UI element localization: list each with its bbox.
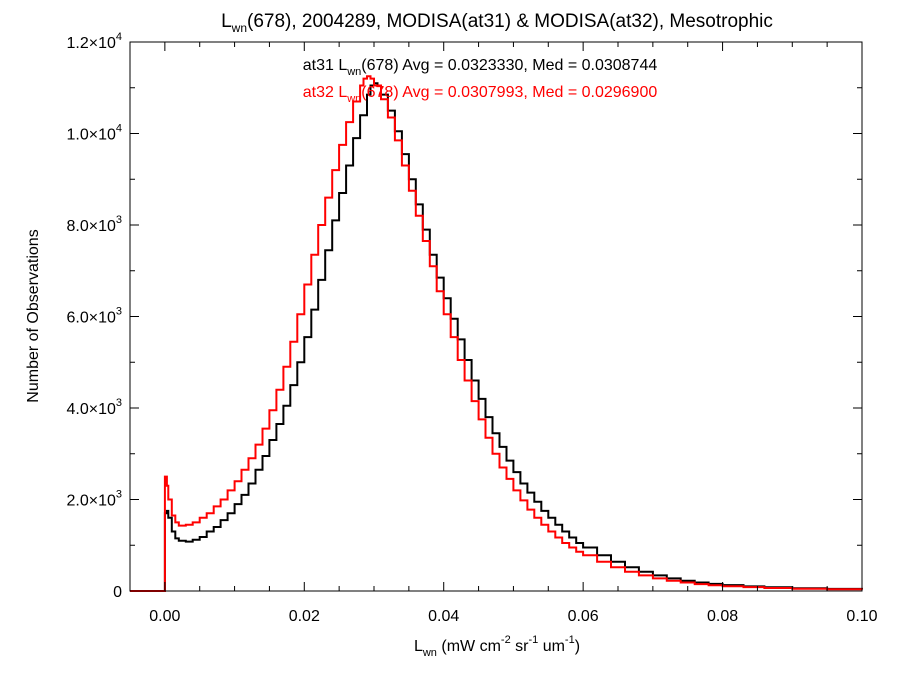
y-tick-exponent: 3 — [116, 489, 122, 501]
x-tick-label: 0.06 — [568, 608, 599, 625]
y-axis-label: Number of Observations — [25, 229, 42, 402]
y-tick-label: 0 — [113, 584, 122, 601]
y-tick-label: 1.0×104 — [66, 123, 122, 144]
chart-title: Lwn(678), 2004289, MODISA(at31) & MODISA… — [221, 11, 773, 35]
series-layer — [130, 75, 863, 592]
y-tick-mantissa: 1.2×10 — [66, 35, 115, 52]
y-tick-exponent: 3 — [116, 306, 122, 318]
y-tick-label: 2.0×103 — [66, 489, 122, 510]
chart-title-main: L — [221, 11, 232, 32]
y-tick-exponent: 3 — [116, 214, 122, 226]
y-tick-mantissa: 6.0×10 — [66, 310, 115, 327]
y-tick-mantissa: 8.0×10 — [66, 218, 115, 235]
legend-entry-at32: at32 Lwn(678) Avg = 0.0307993, Med = 0.0… — [303, 84, 658, 105]
legend-entry-at31: at31 Lwn(678) Avg = 0.0323330, Med = 0.0… — [303, 57, 658, 78]
x-axis-label: Lwn (mW cm-2 sr-1 um-1) — [414, 634, 580, 659]
y-tick-mantissa: 4.0×10 — [66, 401, 115, 418]
series-line-at31 — [130, 82, 863, 592]
legend-annotations: at31 Lwn(678) Avg = 0.0323330, Med = 0.0… — [303, 57, 658, 105]
x-axis: 0.00 0.02 0.04 0.06 0.08 0.10 — [149, 42, 878, 625]
y-tick-exponent: 3 — [116, 397, 122, 409]
plot-border — [129, 41, 863, 592]
x-tick-label: 0.02 — [289, 608, 320, 625]
series-line-at32 — [130, 75, 863, 592]
y-tick-label: 8.0×103 — [66, 214, 122, 235]
y-tick-label: 4.0×103 — [66, 397, 122, 418]
y-tick-label: 1.2×104 — [66, 31, 122, 52]
y-axis: 02.0×1034.0×1036.0×1038.0×1031.0×1041.2×… — [66, 31, 862, 601]
x-tick-label: 0.10 — [846, 608, 877, 625]
chart-title-subscript: wn — [231, 21, 247, 35]
y-tick-exponent: 4 — [116, 123, 122, 135]
x-tick-label: 0.04 — [428, 608, 459, 625]
x-tick-label: 0.00 — [149, 608, 180, 625]
y-tick-mantissa: 2.0×10 — [66, 493, 115, 510]
y-tick-label: 6.0×103 — [66, 306, 122, 327]
x-tick-label: 0.08 — [707, 608, 738, 625]
y-tick-exponent: 4 — [116, 31, 122, 43]
chart-title-rest: (678), 2004289, MODISA(at31) & MODISA(at… — [247, 11, 773, 32]
y-tick-mantissa: 1.0×10 — [66, 127, 115, 144]
plot-frame — [129, 41, 863, 592]
y-tick-mantissa: 0 — [113, 584, 122, 601]
